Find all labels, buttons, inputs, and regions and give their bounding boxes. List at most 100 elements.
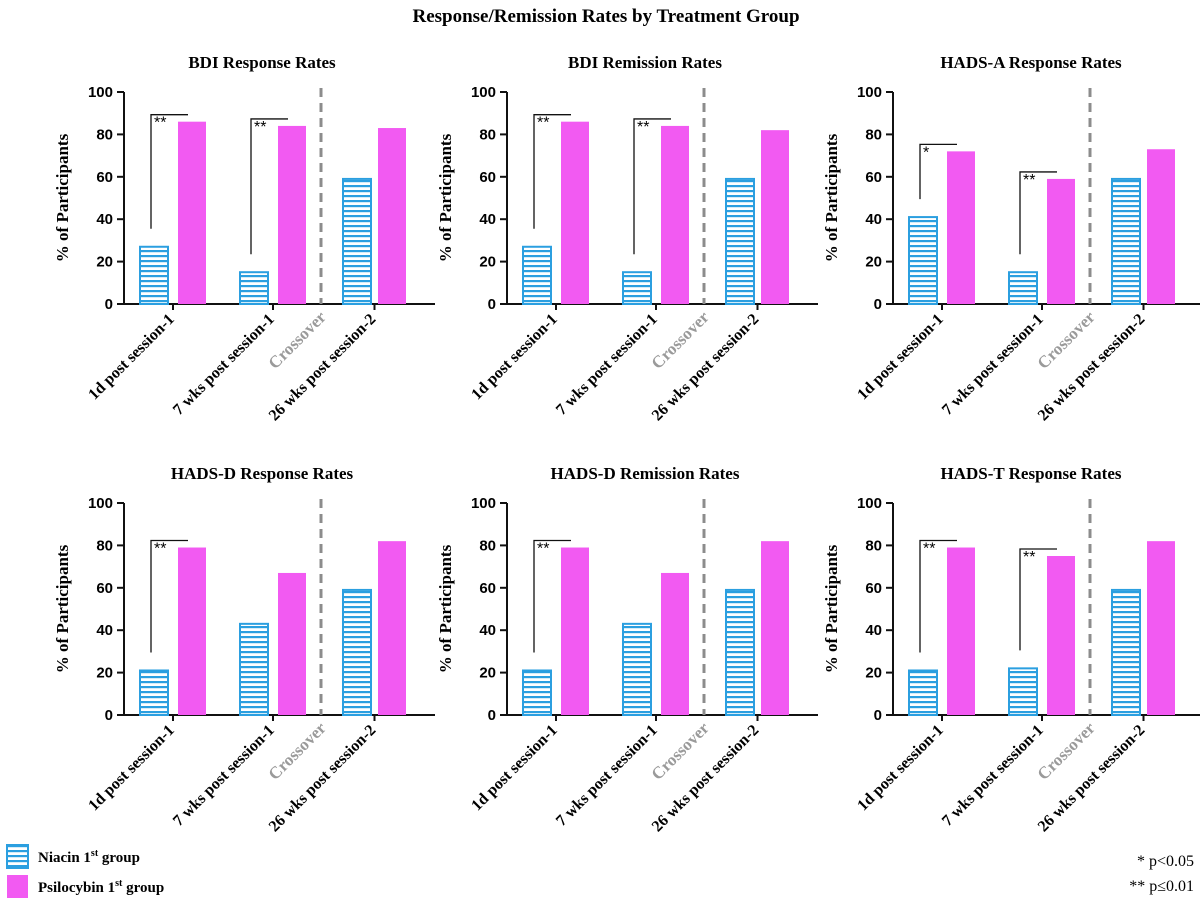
bar-psilocybin	[378, 128, 406, 304]
bar-psilocybin	[278, 572, 306, 715]
significance-bracket	[1019, 171, 1057, 255]
significance-marker: **	[537, 115, 549, 132]
y-tick-label: 80	[96, 537, 113, 554]
bar-psilocybin	[661, 125, 689, 304]
y-axis-label: % of Participants	[436, 544, 455, 673]
category-label: 7 wks post session-1	[553, 722, 661, 830]
y-tick-label: 60	[479, 580, 496, 597]
bar-niacin	[239, 622, 269, 716]
category-label: 1d post session-1	[468, 722, 560, 814]
bar-psilocybin	[178, 547, 206, 715]
y-tick-label: 100	[88, 84, 113, 101]
bar-niacin	[908, 669, 938, 717]
y-tick-label: 80	[96, 126, 113, 143]
y-tick-label: 100	[471, 495, 496, 512]
significance-bracket	[533, 539, 571, 653]
y-tick-label: 100	[857, 495, 882, 512]
legend-swatch-niacin	[6, 844, 29, 869]
bar-niacin	[1111, 588, 1141, 716]
bar-psilocybin	[561, 547, 589, 715]
y-tick-label: 80	[865, 537, 882, 554]
significance-marker: **	[637, 119, 649, 136]
significance-bracket	[919, 539, 957, 653]
significance-bracket	[533, 114, 571, 229]
bar-psilocybin	[1147, 541, 1175, 715]
panel-title: HADS-T Response Rates	[940, 464, 1121, 483]
y-tick-label: 100	[471, 84, 496, 101]
legend-label-psilocybin: Psilocybin 1st group	[38, 878, 164, 896]
significance-note: * p<0.05	[1137, 853, 1194, 870]
y-tick-label: 100	[88, 495, 113, 512]
y-tick-label: 60	[479, 169, 496, 186]
y-tick-label: 0	[488, 707, 496, 724]
category-label: 7 wks post session-1	[939, 722, 1047, 830]
significance-marker: **	[154, 541, 166, 558]
category-label: 1d post session-1	[468, 311, 560, 403]
category-label: 1d post session-1	[85, 722, 177, 814]
y-tick-label: 100	[857, 84, 882, 101]
bar-niacin	[239, 271, 269, 306]
bar-psilocybin	[947, 151, 975, 304]
y-tick-label: 40	[96, 211, 113, 228]
y-tick-label: 80	[865, 126, 882, 143]
bar-psilocybin	[278, 125, 306, 304]
y-axis-label: % of Participants	[53, 133, 72, 262]
y-axis-label: % of Participants	[822, 133, 841, 262]
category-label: 1d post session-1	[854, 722, 946, 814]
chart-panel: HADS-D Remission Rates % of Participants 0…	[436, 464, 818, 835]
y-axis-label: % of Participants	[53, 544, 72, 673]
bar-psilocybin	[561, 121, 589, 305]
bar-niacin	[622, 271, 652, 306]
y-tick-label: 40	[865, 211, 882, 228]
bar-psilocybin	[178, 121, 206, 305]
bar-niacin	[342, 588, 372, 716]
y-tick-label: 60	[865, 580, 882, 597]
y-tick-label: 40	[479, 622, 496, 639]
bar-psilocybin	[661, 572, 689, 715]
bar-niacin	[725, 177, 755, 305]
bar-niacin	[725, 588, 755, 716]
chart-panel: BDI Response Rates % of Participants 0 20 40…	[53, 53, 435, 424]
significance-marker: *	[923, 144, 929, 161]
y-tick-label: 60	[865, 169, 882, 186]
bar-psilocybin	[1047, 178, 1075, 304]
y-tick-label: 20	[865, 665, 882, 682]
category-label: 7 wks post session-1	[170, 722, 278, 830]
legend: Niacin 1st group Psilocybin 1st group	[6, 844, 164, 898]
legend-label-niacin: Niacin 1st group	[38, 848, 140, 866]
significance-bracket	[150, 539, 188, 653]
bar-psilocybin	[761, 130, 789, 304]
bar-psilocybin	[761, 541, 789, 715]
y-axis-label: % of Participants	[436, 133, 455, 262]
category-label: 1d post session-1	[85, 311, 177, 403]
y-tick-label: 0	[488, 296, 496, 313]
chart-panel: BDI Remission Rates % of Participants 0 20 4…	[436, 53, 818, 424]
y-tick-label: 60	[96, 580, 113, 597]
y-tick-label: 80	[479, 537, 496, 554]
bar-psilocybin	[947, 547, 975, 715]
y-tick-label: 20	[96, 254, 113, 271]
category-label: 7 wks post session-1	[553, 311, 661, 419]
bar-niacin	[522, 669, 552, 717]
y-tick-label: 0	[105, 296, 113, 313]
significance-bracket	[1019, 548, 1057, 651]
significance-note: ** p≤0.01	[1129, 878, 1194, 895]
significance-marker: **	[537, 541, 549, 558]
bar-niacin	[522, 245, 552, 305]
bar-psilocybin	[1147, 149, 1175, 304]
category-label: 7 wks post session-1	[170, 311, 278, 419]
panel-title: HADS-A Response Rates	[940, 53, 1122, 72]
significance-notes: * p<0.05 ** p≤0.01	[1129, 853, 1194, 895]
bar-niacin	[908, 216, 938, 305]
y-tick-label: 40	[479, 211, 496, 228]
panel-title: BDI Response Rates	[188, 53, 336, 72]
y-tick-label: 60	[96, 169, 113, 186]
panel-title: BDI Remission Rates	[568, 53, 722, 72]
chart-panel: HADS-D Response Rates % of Participants 0 2…	[53, 464, 435, 835]
y-tick-label: 0	[874, 707, 882, 724]
bar-niacin	[139, 245, 169, 305]
bar-niacin	[1008, 667, 1038, 716]
bar-psilocybin	[378, 541, 406, 715]
bar-niacin	[1008, 271, 1038, 306]
